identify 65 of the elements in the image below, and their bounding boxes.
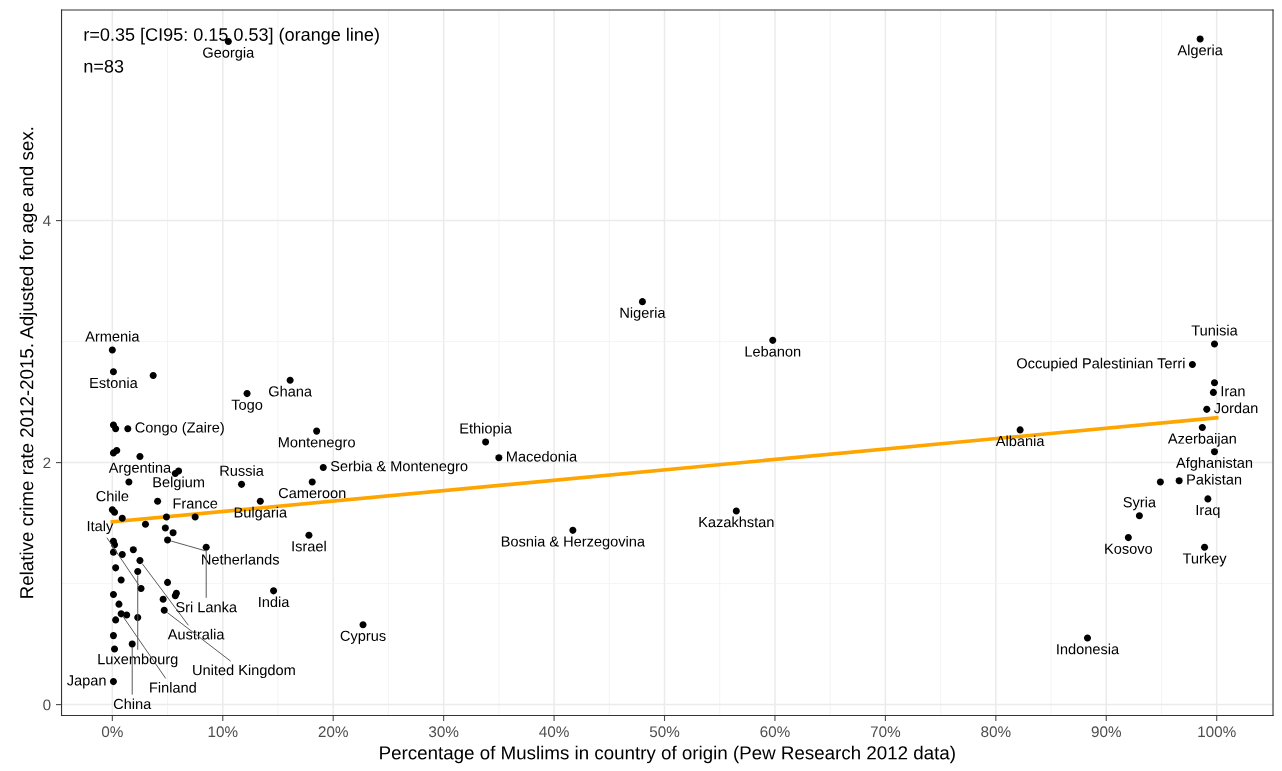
annotation: Afghanistan [1176,457,1253,471]
annotation: Estonia [90,377,138,389]
annotation: Georgia [203,47,255,61]
annotation: Serbia & Montenegro [330,460,468,475]
x-tick-label: 40% [539,726,569,738]
annotation: Kosovo [1105,543,1153,554]
annotation: Iran [1221,386,1245,397]
annotation: Congo (Zaire) [135,421,224,436]
annotation: Japan [66,675,106,689]
x-tick-label: 90% [1091,726,1122,738]
annotation: Cameroon [278,487,346,499]
annotation: Nigeria [620,307,666,321]
annotation: Cyprus [340,630,386,644]
x-tick-label: 100% [1198,726,1236,738]
annotation: Argentina [108,462,172,476]
annotation: Australia [167,628,225,640]
annotation: Bosnia & Herzegovina [501,535,646,550]
annotation: Bulgaria [234,506,288,521]
annotation: Sri Lanka [176,601,238,613]
y-tick-label: 2 [43,457,51,469]
annotation: Ethiopia [460,422,512,437]
annotation: China [113,698,152,710]
annotation: Albania [995,435,1045,447]
annotation: Luxembourg [98,653,178,668]
annotation: India [259,596,290,608]
x-axis-title: Percentage of Muslims in country of origin (Pew Research 2012 data) [380,745,955,764]
annotation: Netherlands [202,553,279,565]
annotation: Indonesia [1057,643,1120,655]
annotation: Lebanon [745,345,801,357]
annotation: Montenegro [278,437,355,451]
annotation: Finland [150,682,196,693]
annotation: Occupied Palestinian Terri [1017,357,1185,372]
annotation: n=83 [84,59,124,73]
x-tick-label: 70% [870,726,901,738]
x-tick-label: 60% [760,726,790,738]
annotation: Algeria [1177,44,1223,59]
annotation: United Kingdom [193,664,295,679]
annotation: Russia [220,465,264,476]
annotation: Armenia [85,330,140,342]
x-tick-label: 80% [981,726,1011,738]
x-tick-label: 50% [649,726,680,738]
y-axis-title: Relative crime rate 2012-2015. Adjusted for age and sex. [19,127,38,598]
annotation: Macedonia [507,450,578,462]
annotation: Chile [96,490,129,502]
annotation: Ghana [268,385,313,397]
x-tick-label: 30% [428,726,459,738]
annotation: Iraq [1196,504,1220,519]
annotation: Belgium [153,476,204,491]
annotation: Syria [1123,496,1157,511]
annotation: r=0.35 [CI95: 0.15 0.53] (orange line) [84,27,379,45]
annotation: Azerbaijan [1167,433,1236,447]
annotation: Kazakhstan [699,516,774,528]
y-tick-label: 4 [42,215,51,227]
x-tick-label: 20% [318,726,348,738]
y-tick-label: 0 [43,699,51,711]
annotation: Togo [231,399,263,413]
annotation: Jordan [1213,402,1258,414]
annotation: Tunisia [1191,324,1238,336]
annotation: Israel [292,540,326,552]
annotation: Italy [87,520,114,535]
x-tick-label: 0% [101,726,123,738]
annotation: France [173,498,218,509]
annotation: Turkey [1182,552,1227,567]
annotation: Pakistan [1187,473,1242,485]
x-tick-label: 10% [208,726,238,738]
